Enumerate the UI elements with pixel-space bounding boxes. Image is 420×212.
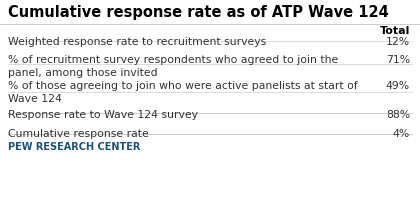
Text: % of recruitment survey respondents who agreed to join the
panel, among those in: % of recruitment survey respondents who … xyxy=(8,55,338,78)
Text: Total: Total xyxy=(380,26,410,36)
Text: 88%: 88% xyxy=(386,110,410,120)
Text: % of those agreeing to join who were active panelists at start of
Wave 124: % of those agreeing to join who were act… xyxy=(8,81,358,104)
Text: 49%: 49% xyxy=(386,81,410,91)
Text: 71%: 71% xyxy=(386,55,410,65)
Text: Cumulative response rate: Cumulative response rate xyxy=(8,129,149,139)
Text: Weighted response rate to recruitment surveys: Weighted response rate to recruitment su… xyxy=(8,37,266,47)
Text: PEW RESEARCH CENTER: PEW RESEARCH CENTER xyxy=(8,142,140,152)
Text: 12%: 12% xyxy=(386,37,410,47)
Text: Response rate to Wave 124 survey: Response rate to Wave 124 survey xyxy=(8,110,198,120)
Text: 4%: 4% xyxy=(393,129,410,139)
Text: Cumulative response rate as of ATP Wave 124: Cumulative response rate as of ATP Wave … xyxy=(8,5,389,20)
